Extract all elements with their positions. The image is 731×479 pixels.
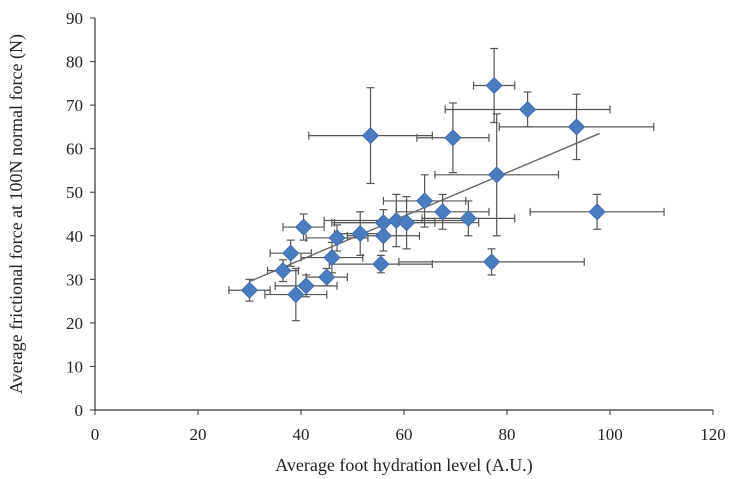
data-point [372, 255, 390, 273]
errorbars-layer [228, 47, 665, 322]
data-point [351, 225, 369, 243]
x-tick-label: 60 [396, 425, 413, 444]
data-point [588, 203, 606, 221]
data-point [519, 100, 537, 119]
x-tick-label: 120 [700, 425, 726, 444]
x-tick-label: 80 [499, 425, 516, 444]
data-point [416, 192, 434, 210]
data-point [444, 129, 462, 147]
x-tick-label: 100 [597, 425, 623, 444]
data-point [323, 248, 341, 267]
axes-layer: 0 20 40 60 80 100 120 0 10 20 30 40 50 60 70 80 90 [66, 9, 726, 444]
x-tick-label: 0 [91, 425, 100, 444]
y-tick-label: 10 [66, 357, 83, 376]
data-point [567, 118, 586, 136]
y-tick-label: 30 [66, 270, 83, 289]
data-point [274, 262, 292, 280]
y-tick-label: 50 [66, 183, 83, 202]
data-point [488, 166, 506, 184]
data-point [240, 281, 259, 299]
data-point [297, 277, 315, 295]
data-point [482, 253, 501, 271]
x-tick-label: 40 [293, 425, 310, 444]
data-point [282, 244, 300, 262]
y-tick-label: 70 [66, 96, 83, 115]
data-point [434, 203, 452, 221]
data-point [374, 214, 392, 232]
markers-layer [240, 76, 606, 304]
x-axis-label: Average foot hydration level (A.U.) [275, 455, 533, 476]
data-point [459, 209, 477, 227]
data-point [328, 229, 346, 247]
data-point [318, 268, 336, 286]
y-tick-label: 40 [66, 227, 83, 246]
x-tick-label: 20 [190, 425, 207, 444]
y-tick-label: 80 [66, 53, 83, 72]
data-point [485, 76, 503, 95]
data-point [295, 218, 313, 236]
y-axis-label: Average frictional force at 100N normal … [6, 34, 27, 394]
data-point [398, 214, 416, 232]
y-tick-label: 20 [66, 314, 83, 333]
data-point [287, 286, 305, 304]
y-tick-label: 90 [66, 9, 83, 28]
y-tick-label: 0 [75, 401, 84, 420]
data-point [374, 227, 392, 245]
data-point [361, 127, 380, 145]
y-tick-label: 60 [66, 140, 83, 159]
